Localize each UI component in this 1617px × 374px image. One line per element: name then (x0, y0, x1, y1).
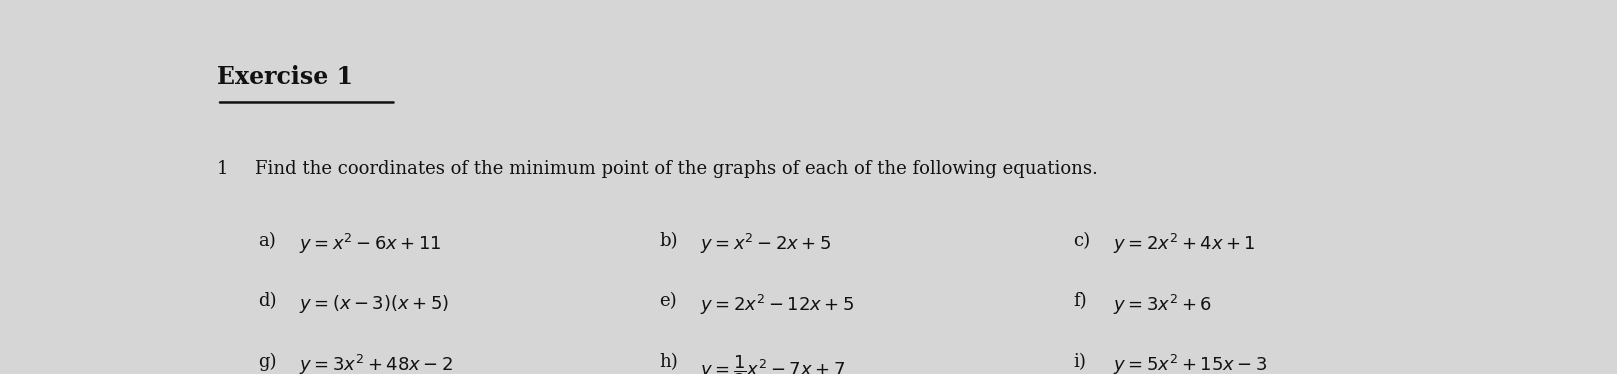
Text: h): h) (660, 353, 678, 371)
Text: f): f) (1074, 292, 1087, 310)
Text: $y = 2x^2 + 4x + 1$: $y = 2x^2 + 4x + 1$ (1112, 232, 1256, 256)
Text: $y = 5x^2 + 15x - 3$: $y = 5x^2 + 15x - 3$ (1112, 353, 1268, 374)
Text: $y = (x - 3)(x + 5)$: $y = (x - 3)(x + 5)$ (299, 292, 450, 315)
Text: Find the coordinates of the minimum point of the graphs of each of the following: Find the coordinates of the minimum poin… (255, 160, 1098, 178)
Text: $y = 3x^2 + 6$: $y = 3x^2 + 6$ (1112, 292, 1213, 317)
Text: d): d) (259, 292, 277, 310)
Text: e): e) (660, 292, 678, 310)
Text: Exercise 1: Exercise 1 (217, 65, 353, 89)
Text: a): a) (259, 232, 277, 250)
Text: $y = x^2 - 6x + 11$: $y = x^2 - 6x + 11$ (299, 232, 441, 256)
Text: $y = 3x^2 + 48x - 2$: $y = 3x^2 + 48x - 2$ (299, 353, 453, 374)
Text: $y = 2x^2 - 12x + 5$: $y = 2x^2 - 12x + 5$ (700, 292, 854, 317)
Text: i): i) (1074, 353, 1087, 371)
Text: $y = \dfrac{1}{2}x^2 - 7x + 7$: $y = \dfrac{1}{2}x^2 - 7x + 7$ (700, 353, 844, 374)
Text: b): b) (660, 232, 678, 250)
Text: g): g) (259, 353, 277, 371)
Text: 1: 1 (217, 160, 228, 178)
Text: c): c) (1074, 232, 1090, 250)
Text: $y = x^2 - 2x + 5$: $y = x^2 - 2x + 5$ (700, 232, 831, 256)
